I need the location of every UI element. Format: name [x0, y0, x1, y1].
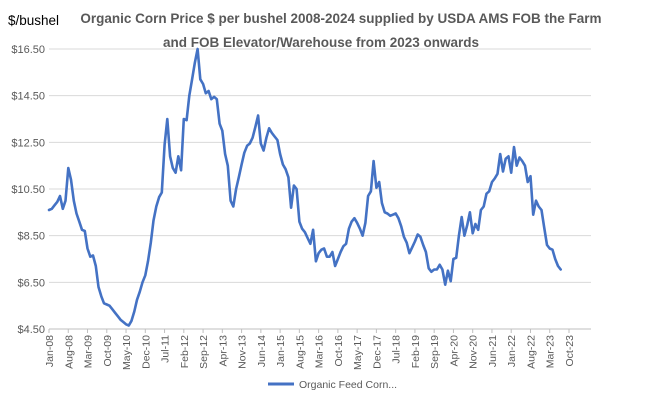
legend[interactable]: Organic Feed Corn...: [268, 379, 397, 391]
x-tick-label: Aug-08: [63, 335, 75, 369]
x-tick-label: Nov-20: [468, 335, 480, 369]
legend-label: Organic Feed Corn...: [299, 379, 397, 391]
y-tick-label: $12.50: [11, 137, 45, 149]
x-tick-label: Sep-12: [198, 335, 210, 369]
series-layer: [47, 47, 562, 327]
x-tick-label: Jun-21: [487, 335, 499, 367]
x-tick-label: Mar-23: [545, 335, 557, 368]
x-tick-label: Oct-09: [102, 335, 114, 367]
x-axis-tick-labels: Jan-08 Aug-08 Mar-09 Oct-09 May-10 Dec-10 Jul-…: [44, 329, 576, 370]
x-tick-label: Oct-23: [564, 335, 576, 367]
x-tick-label: Jul-11: [160, 335, 172, 363]
x-tick-label: Jan-15: [275, 335, 287, 367]
x-tick-label: Oct-16: [333, 335, 345, 367]
x-tick-label: Jul-18: [391, 335, 403, 364]
x-tick-label: Dec-17: [371, 335, 383, 369]
y-tick-label: $6.50: [17, 277, 45, 289]
x-tick-label: Jan-08: [44, 335, 56, 367]
gridlines: [49, 48, 591, 330]
x-tick-label: Aug-15: [294, 335, 306, 369]
x-tick-label: Jan-22: [506, 335, 518, 367]
y-axis-unit-label: $/bushel: [8, 13, 59, 28]
x-tick-label: Sep-19: [429, 335, 441, 369]
x-tick-label: May-17: [352, 335, 364, 370]
x-tick-label: Apr-13: [217, 335, 229, 367]
y-tick-label: $8.50: [17, 231, 45, 243]
x-tick-label: Jun-14: [256, 335, 268, 367]
chart-title-line-2: and FOB Elevator/Warehouse from 2023 onw…: [163, 35, 479, 50]
x-tick-label: Nov-13: [237, 335, 249, 369]
y-axis-tick-labels: $4.50 $6.50 $8.50 $10.50 $12.50 $14.50 $16.50: [11, 44, 45, 336]
chart-title-line-1: Organic Corn Price $ per bushel 2008-202…: [80, 11, 601, 26]
y-tick-label: $14.50: [11, 91, 45, 103]
x-tick-label: Feb-19: [410, 335, 422, 368]
x-tick-label: Aug-22: [525, 335, 537, 369]
y-tick-label: $16.50: [11, 44, 45, 56]
x-tick-label: Mar-09: [83, 335, 95, 368]
x-tick-label: Feb-12: [179, 335, 191, 368]
x-tick-label: May-10: [121, 335, 133, 370]
y-tick-label: $10.50: [11, 184, 45, 196]
x-tick-label: Apr-20: [448, 335, 460, 367]
y-tick-label: $4.50: [17, 324, 45, 336]
series-line: [47, 47, 562, 327]
x-tick-label: Mar-16: [314, 335, 326, 368]
x-tick-label: Dec-10: [140, 335, 152, 369]
